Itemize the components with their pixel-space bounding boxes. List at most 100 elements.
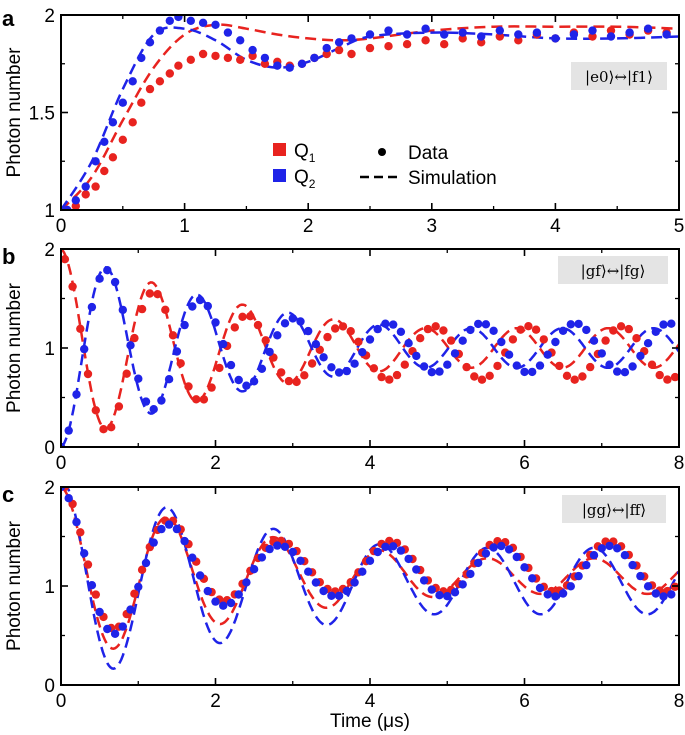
data-point-b-q1-70 <box>601 336 610 345</box>
data-point-c-q2-39 <box>358 567 367 576</box>
data-point-b-q1-22 <box>230 323 239 332</box>
data-point-c-q2-20 <box>211 597 220 606</box>
data-point-b-q1-79 <box>670 372 679 382</box>
y-axis-title-b: Photon number <box>4 282 25 413</box>
plot-area-b <box>61 249 679 447</box>
legend-q1-label: Q1 <box>294 141 316 165</box>
data-point-c-q1-4 <box>91 590 101 599</box>
data-point-b-q2-22 <box>226 360 236 370</box>
series-line-b-q2-simulation <box>61 265 679 447</box>
data-point-b-q1-4 <box>91 406 101 415</box>
data-point-b-q1-46 <box>416 334 425 343</box>
panel-a-legend: Q1 Q2 Data Simulation <box>273 141 497 191</box>
data-point-b-q2-50 <box>443 360 452 369</box>
data-point-b-q1-43 <box>392 370 402 380</box>
data-point-a-q2-12 <box>174 15 183 22</box>
data-point-b-q1-2 <box>76 324 85 333</box>
data-point-a-q2-36 <box>532 28 542 37</box>
data-point-a-q1-12 <box>174 61 183 70</box>
data-point-a-q1-17 <box>236 55 245 64</box>
data-point-c-q2-62 <box>535 583 545 593</box>
data-point-a-q1-13 <box>186 55 195 64</box>
data-point-c-q2-53 <box>466 569 475 579</box>
data-point-a-q2-28 <box>384 26 393 35</box>
data-point-a-q2-35 <box>514 30 523 39</box>
data-point-b-q2-7 <box>110 277 120 287</box>
data-point-a-q2-33 <box>477 32 486 41</box>
data-point-b-q1-32 <box>307 359 317 368</box>
series-line-a-q1-simulation <box>61 23 679 210</box>
data-point-a-q1-15 <box>211 51 220 61</box>
data-point-b-q2-42 <box>381 319 390 328</box>
data-point-b-q2-66 <box>566 320 575 329</box>
data-point-a-q2-21 <box>285 63 294 72</box>
data-point-a-q2-1 <box>71 196 81 205</box>
data-point-c-q2-13 <box>157 524 166 534</box>
data-point-b-q2-78 <box>659 320 668 329</box>
data-point-a-q2-42 <box>643 24 653 33</box>
data-point-b-q1-35 <box>331 324 340 333</box>
data-point-b-q1-24 <box>246 312 255 321</box>
data-point-a-q2-29 <box>402 30 412 39</box>
data-point-b-q2-65 <box>558 326 568 335</box>
data-point-b-q2-37 <box>342 366 351 376</box>
data-point-c-q2-77 <box>651 589 660 598</box>
data-point-b-q1-17 <box>192 395 201 404</box>
data-point-b-q2-45 <box>404 339 413 348</box>
panel-letter-b: b <box>2 244 15 269</box>
data-point-b-q2-60 <box>520 367 529 377</box>
panel-b-marks: 0 2 4 6 8 0 1 2 Photon number |gf⟩↔|fg⟩ <box>4 240 684 474</box>
data-point-c-q2-61 <box>528 574 537 583</box>
data-point-a-q1-31 <box>440 40 449 49</box>
data-point-b-q2-13 <box>157 396 166 405</box>
data-point-c-q2-59 <box>512 552 521 562</box>
data-point-a-q1-25 <box>334 45 344 55</box>
data-point-b-q2-79 <box>667 319 676 328</box>
data-point-b-q2-5 <box>95 274 104 283</box>
data-point-c-q2-41 <box>373 547 382 557</box>
data-point-b-q2-12 <box>149 405 158 414</box>
data-point-b-q2-32 <box>304 326 313 336</box>
data-point-c-q2-24 <box>242 578 251 587</box>
data-point-c-q2-79 <box>667 590 676 599</box>
data-point-a-q1-14 <box>198 49 208 59</box>
data-point-a-q2-6 <box>118 98 128 107</box>
plot-area-a <box>61 15 679 210</box>
data-point-b-q2-27 <box>265 347 274 357</box>
data-point-b-q2-0 <box>61 442 66 447</box>
data-point-b-q1-40 <box>369 364 379 373</box>
data-point-b-q2-6 <box>103 266 112 275</box>
data-point-b-q1-31 <box>300 371 309 380</box>
data-point-c-q1-2 <box>76 528 85 537</box>
data-point-c-q2-16 <box>180 536 189 546</box>
x-tick-label-a-4: 4 <box>550 216 561 237</box>
data-point-b-q2-9 <box>126 341 135 350</box>
data-point-c-q2-40 <box>365 556 375 565</box>
data-point-b-q1-28 <box>277 368 286 377</box>
data-point-b-q2-25 <box>249 377 259 386</box>
data-point-b-q1-0 <box>61 255 70 264</box>
data-point-a-q1-34 <box>495 32 504 41</box>
data-point-a-q2-3 <box>91 157 100 166</box>
data-point-a-q2-26 <box>347 34 356 43</box>
data-point-b-q1-78 <box>663 375 672 384</box>
y-tick-label-c-1: 1 <box>44 577 55 598</box>
data-point-b-q2-34 <box>319 353 328 362</box>
data-point-a-q2-10 <box>155 26 165 35</box>
x-tick-label-c-3: 6 <box>519 691 530 712</box>
data-point-b-q2-76 <box>643 339 653 348</box>
x-axis-title-c: Time (μs) <box>330 711 410 732</box>
data-point-b-q1-65 <box>562 371 572 380</box>
transition-label-box-c <box>562 495 666 523</box>
data-point-b-q1-67 <box>578 372 587 381</box>
data-point-b-q2-17 <box>188 302 197 311</box>
data-point-b-q2-75 <box>636 351 645 361</box>
data-point-b-q2-29 <box>280 319 290 328</box>
data-point-a-q2-30 <box>421 24 430 33</box>
data-point-c-q2-29 <box>280 542 290 551</box>
data-point-a-q1-40 <box>606 26 616 35</box>
data-point-b-q1-26 <box>261 336 270 345</box>
data-point-b-q2-63 <box>543 350 552 359</box>
